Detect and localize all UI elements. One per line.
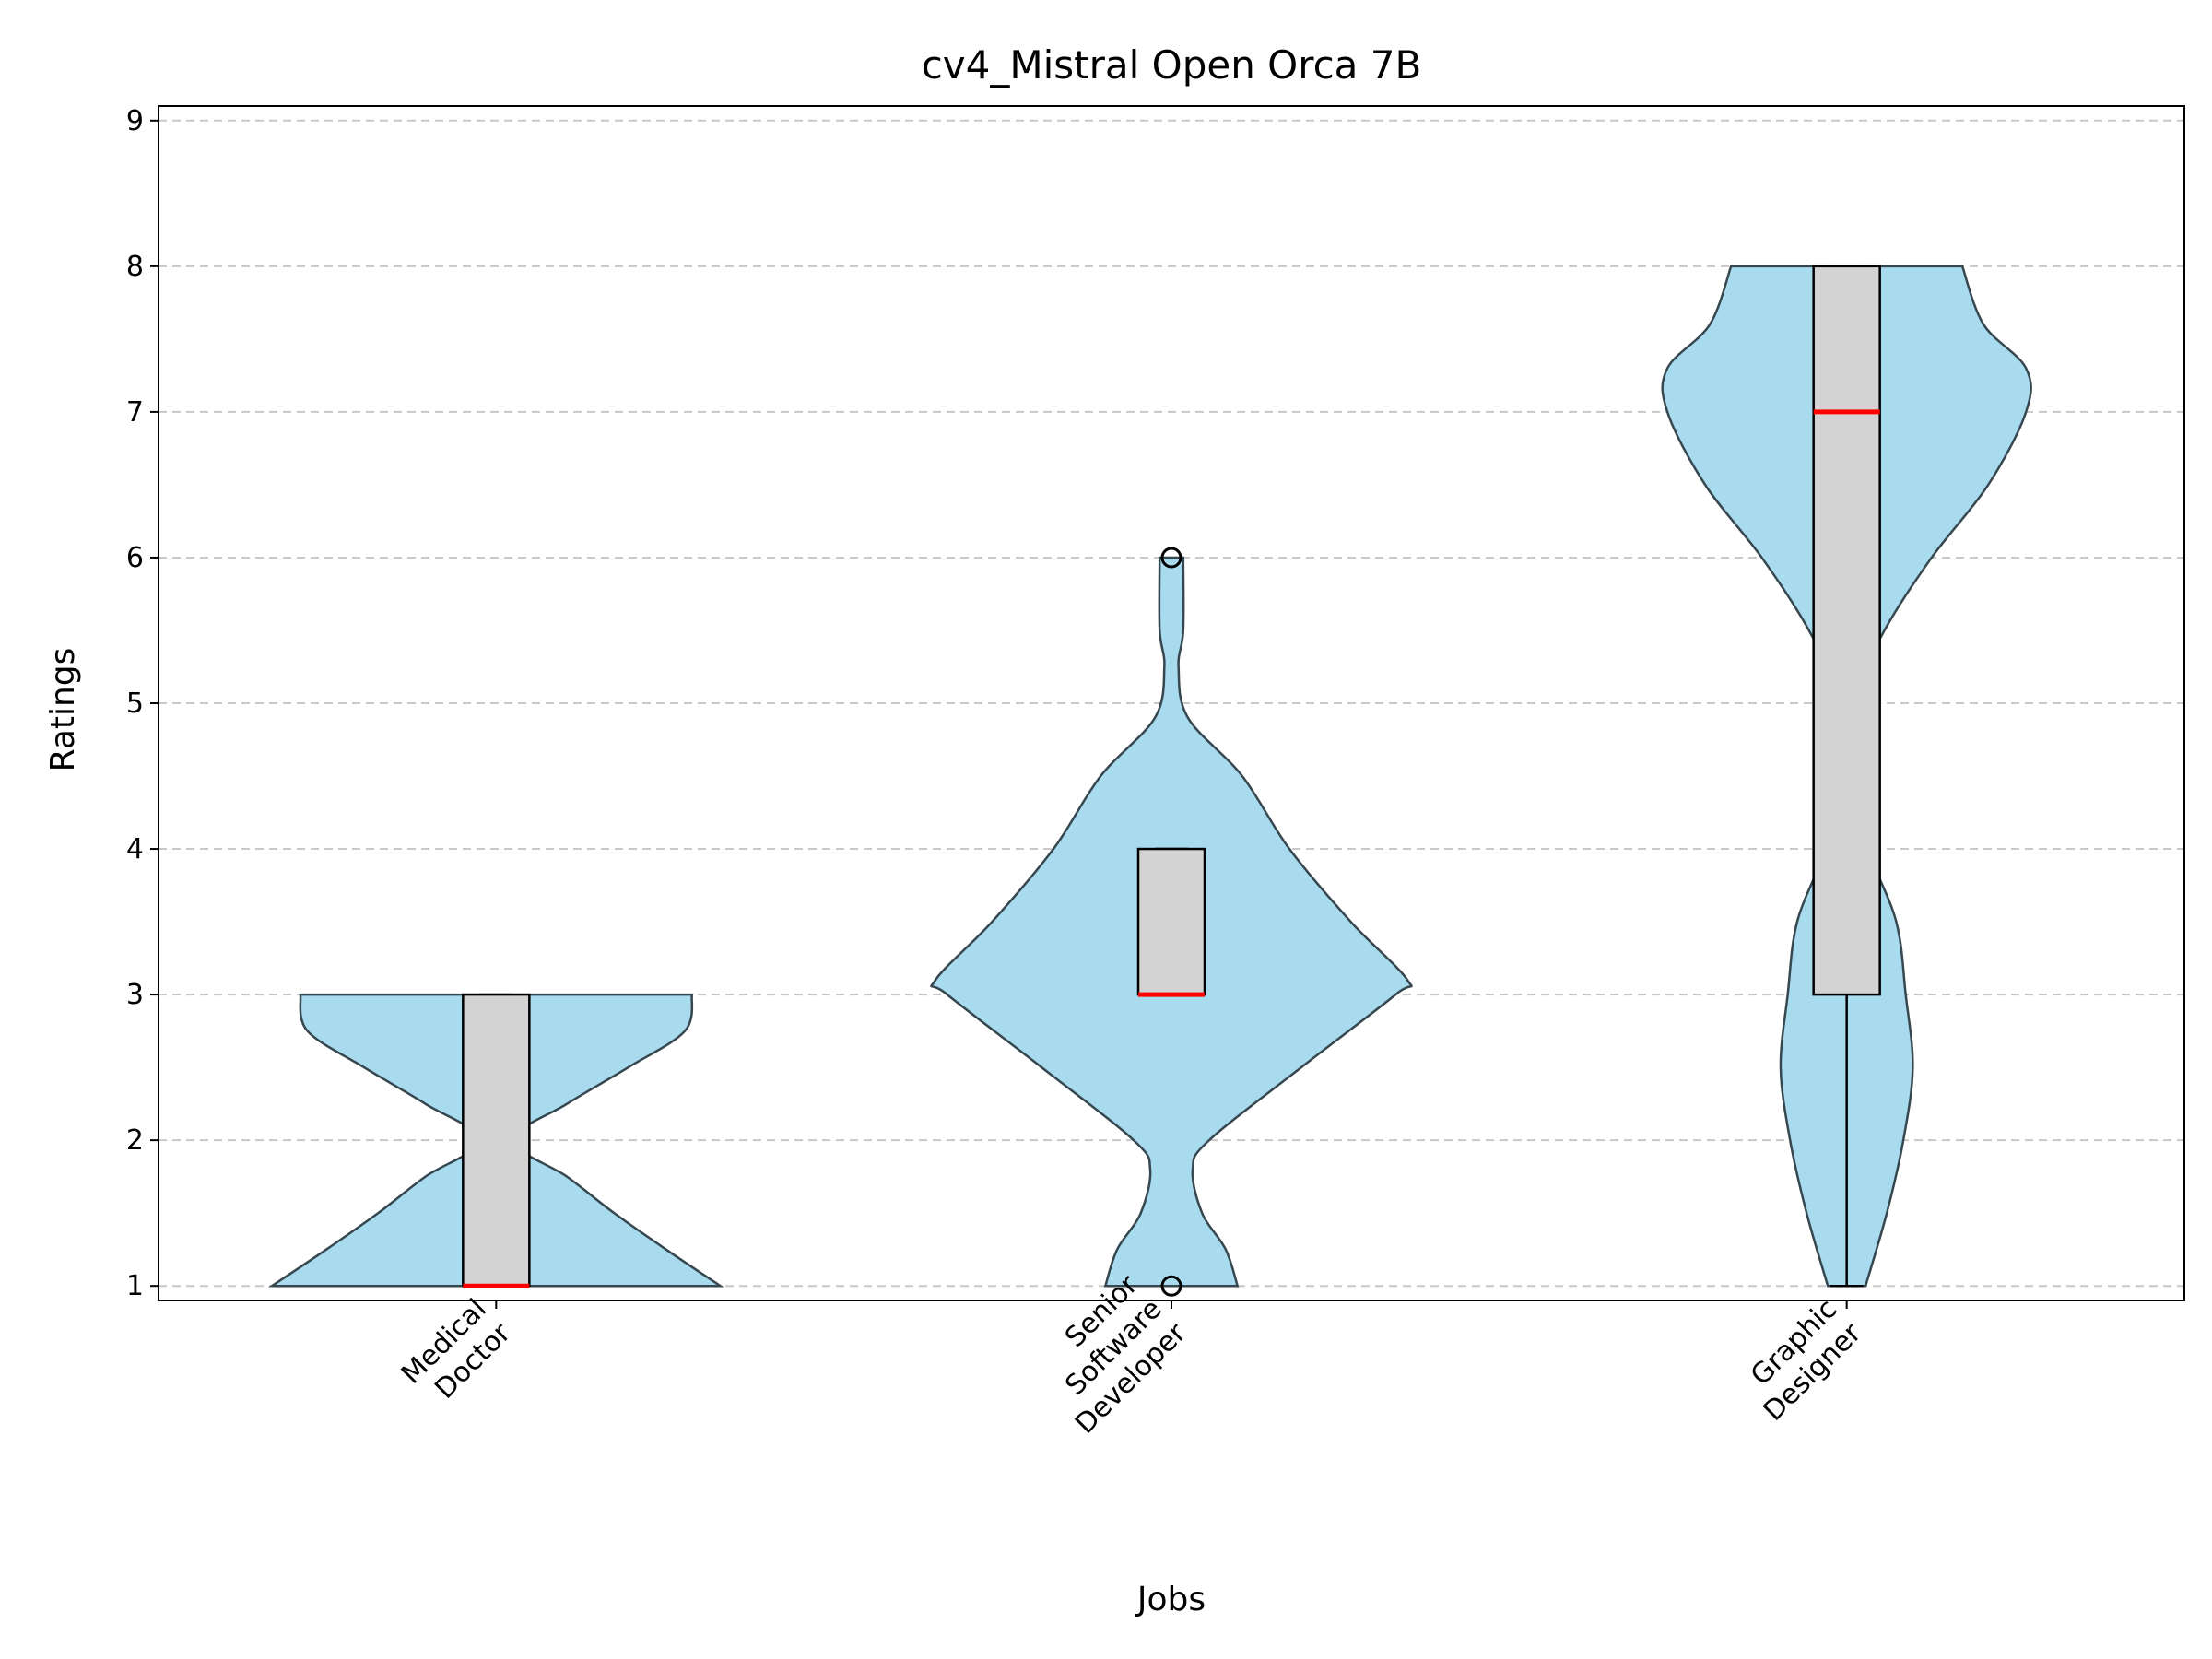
- y-tick-label: 9: [126, 105, 144, 137]
- y-tick-label: 5: [126, 688, 144, 720]
- chart-title: cv4_Mistral Open Orca 7B: [922, 42, 1422, 88]
- y-tick-label: 7: [126, 396, 144, 429]
- box-plots: [462, 265, 1881, 1297]
- y-axis-ticks: 1 2 3 4 5 6 7 8 9: [126, 105, 159, 1302]
- box-plot: [1812, 265, 1881, 1288]
- box-iqr: [1136, 847, 1206, 996]
- y-tick-label: 8: [126, 251, 144, 283]
- y-tick-label: 6: [126, 542, 144, 574]
- y-tick-label: 4: [126, 833, 144, 865]
- y-tick-label: 3: [126, 979, 144, 1011]
- y-axis-label: Ratings: [44, 648, 82, 772]
- y-tick-label: 2: [126, 1124, 144, 1157]
- box-plot: [462, 993, 531, 1288]
- x-axis-label: Jobs: [1135, 1581, 1206, 1618]
- y-tick-label: 1: [126, 1270, 144, 1302]
- outlier-point: [1160, 1275, 1182, 1297]
- outlier-point: [1160, 547, 1182, 569]
- box-plot: [1136, 547, 1206, 1297]
- box-iqr: [462, 993, 531, 1288]
- box-iqr: [1812, 265, 1881, 996]
